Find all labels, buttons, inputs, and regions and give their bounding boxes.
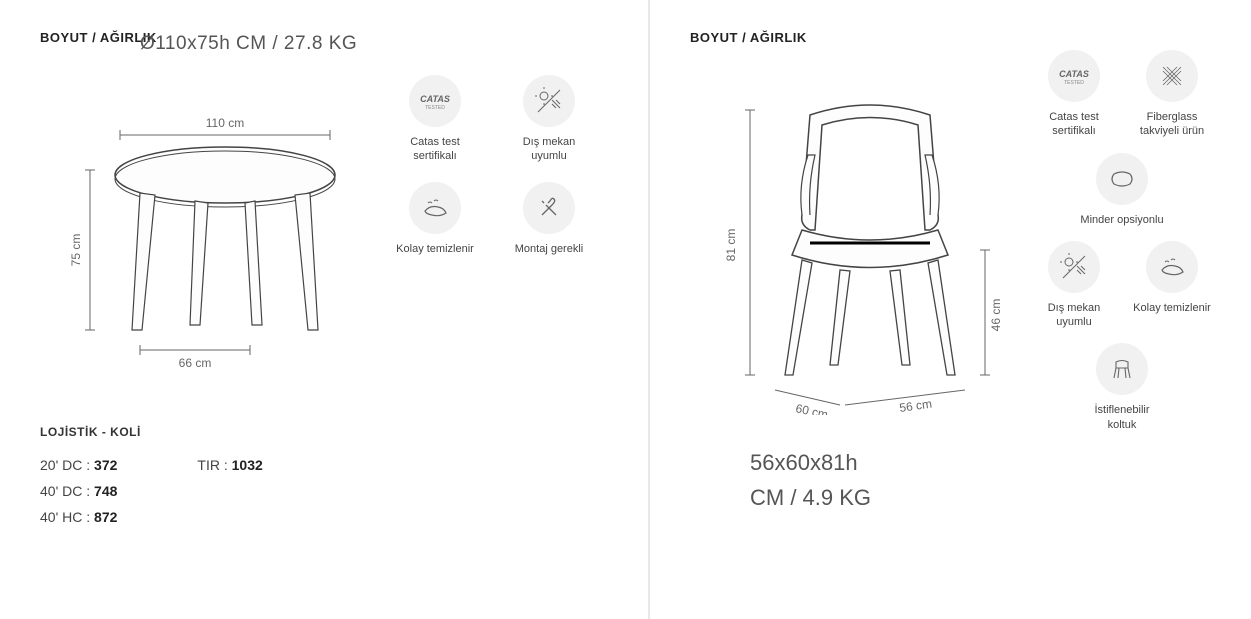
- chair-depth-label: 60 cm: [794, 401, 829, 415]
- feature-stackable: İstiflenebilir koltuk: [1079, 343, 1165, 432]
- logistics-row: 20' DC : 372: [40, 457, 117, 473]
- clean-icon: [409, 182, 461, 234]
- logistics-row: 40' DC : 748: [40, 483, 117, 499]
- feature-label: Kolay temizlenir: [396, 242, 474, 256]
- outdoor-icon: [1048, 241, 1100, 293]
- catas-icon: CATASTESTED: [1048, 50, 1100, 102]
- svg-text:CATAS: CATAS: [1059, 69, 1089, 79]
- fiberglass-icon: [1146, 50, 1198, 102]
- feature-fiberglass: Fiberglass takviyeli ürün: [1129, 50, 1215, 139]
- catas-icon: CATASTESTED: [409, 75, 461, 127]
- table-features: CATASTESTED Catas test sertifikalı Dış m…: [390, 75, 610, 256]
- table-drawing: 110 cm 75 cm 66 cm: [40, 75, 380, 375]
- feature-catas: CATASTESTED Catas test sertifikalı: [390, 75, 480, 164]
- table-width-label: 110 cm: [206, 116, 244, 130]
- logistics-section: LOJİSTİK - KOLİ 20' DC : 372 40' DC : 74…: [40, 425, 618, 525]
- chair-section-title: BOYUT / AĞIRLIK: [690, 30, 1221, 45]
- stackable-icon: [1096, 343, 1148, 395]
- table-spec-panel: BOYUT / AĞIRLIK Ø110x75h CM / 27.8 KG 11…: [0, 0, 650, 619]
- feature-label: Catas test sertifikalı: [1031, 110, 1117, 139]
- feature-cushion: Minder opsiyonlu: [1079, 153, 1165, 227]
- table-dimensions: Ø110x75h CM / 27.8 KG: [140, 33, 618, 55]
- svg-text:TESTED: TESTED: [425, 105, 445, 111]
- feature-label: Kolay temizlenir: [1133, 301, 1211, 315]
- feature-outdoor: Dış mekan uyumlu: [504, 75, 594, 164]
- logistics-value: 872: [94, 509, 117, 525]
- chair-height-label: 81 cm: [724, 229, 738, 262]
- table-depth-label: 66 cm: [179, 356, 212, 370]
- chair-features: CATASTESTED Catas test sertifikalı Fiber…: [1031, 50, 1231, 432]
- feature-label: İstiflenebilir koltuk: [1079, 403, 1165, 432]
- chair-drawing: 81 cm 46 cm 60 cm 56 cm: [690, 55, 1050, 415]
- chair-spec-panel: BOYUT / AĞIRLIK 81 cm 46: [650, 0, 1251, 619]
- logistics-label: 40' DC :: [40, 483, 90, 499]
- svg-text:CATAS: CATAS: [420, 94, 450, 104]
- chair-seat-height-label: 46 cm: [989, 299, 1003, 332]
- chair-summary-dims: 56x60x81h: [750, 445, 1221, 480]
- logistics-col-2: TIR : 1032: [197, 457, 262, 525]
- logistics-label: 20' DC :: [40, 457, 90, 473]
- feature-outdoor: Dış mekan uyumlu: [1031, 241, 1117, 330]
- feature-label: Montaj gerekli: [515, 242, 583, 256]
- outdoor-icon: [523, 75, 575, 127]
- svg-text:TESTED: TESTED: [1064, 80, 1084, 86]
- feature-label: Minder opsiyonlu: [1080, 213, 1163, 227]
- logistics-title: LOJİSTİK - KOLİ: [40, 425, 618, 439]
- logistics-value: 372: [94, 457, 117, 473]
- feature-label: Catas test sertifikalı: [390, 135, 480, 164]
- table-height-label: 75 cm: [69, 234, 83, 267]
- feature-label: Dış mekan uyumlu: [504, 135, 594, 164]
- feature-label: Fiberglass takviyeli ürün: [1129, 110, 1215, 139]
- table-content-row: 110 cm 75 cm 66 cm: [40, 75, 618, 375]
- chair-summary: 56x60x81h CM / 4.9 KG: [750, 445, 1221, 515]
- feature-label: Dış mekan uyumlu: [1031, 301, 1117, 330]
- logistics-tir: TIR : 1032: [197, 457, 262, 473]
- logistics-tir-label: TIR :: [197, 457, 227, 473]
- logistics-label: 40' HC :: [40, 509, 90, 525]
- assembly-icon: [523, 182, 575, 234]
- feature-catas: CATASTESTED Catas test sertifikalı: [1031, 50, 1117, 139]
- logistics-row: 40' HC : 872: [40, 509, 117, 525]
- logistics-grid: 20' DC : 372 40' DC : 748 40' HC : 872 T…: [40, 457, 618, 525]
- chair-width-label: 56 cm: [898, 397, 932, 415]
- logistics-col-1: 20' DC : 372 40' DC : 748 40' HC : 872: [40, 457, 117, 525]
- cushion-icon: [1096, 153, 1148, 205]
- logistics-tir-value: 1032: [232, 457, 263, 473]
- feature-assembly: Montaj gerekli: [504, 182, 594, 256]
- feature-clean: Kolay temizlenir: [1129, 241, 1215, 330]
- clean-icon: [1146, 241, 1198, 293]
- chair-summary-weight: CM / 4.9 KG: [750, 480, 1221, 515]
- logistics-value: 748: [94, 483, 117, 499]
- feature-clean: Kolay temizlenir: [390, 182, 480, 256]
